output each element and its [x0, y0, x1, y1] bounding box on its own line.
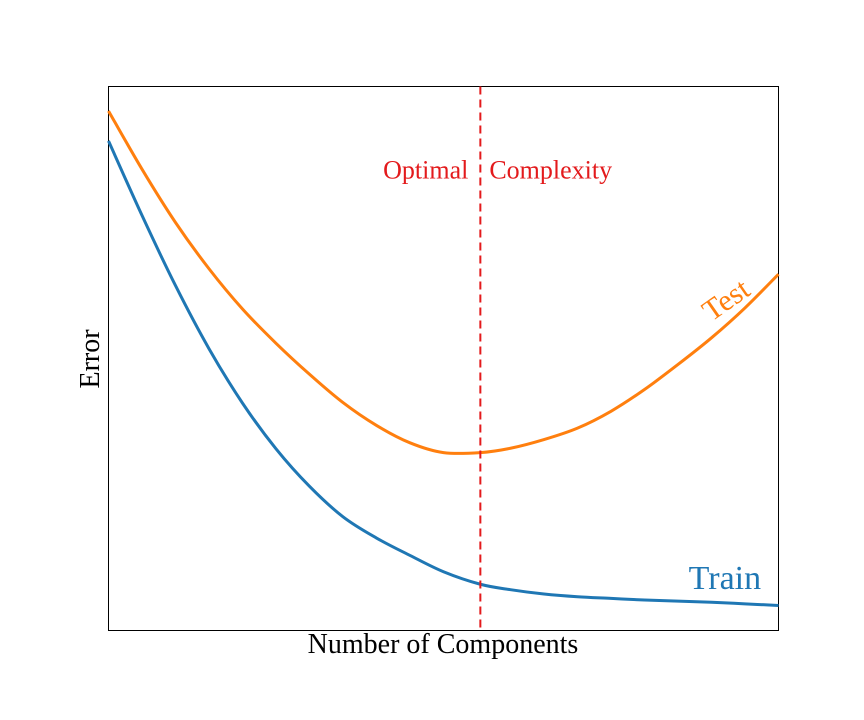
- plot-area-frame: [108, 86, 779, 631]
- series-layer: [107, 110, 780, 607]
- series-line-test: [107, 110, 780, 456]
- x-axis-label: Number of Components: [308, 629, 579, 660]
- series-line-train: [107, 140, 779, 607]
- optimal-label: Optimal: [383, 156, 468, 185]
- y-axis-label: Error: [75, 329, 106, 389]
- complexity-label: Complexity: [489, 156, 612, 185]
- train-curve-label: Train: [689, 560, 761, 597]
